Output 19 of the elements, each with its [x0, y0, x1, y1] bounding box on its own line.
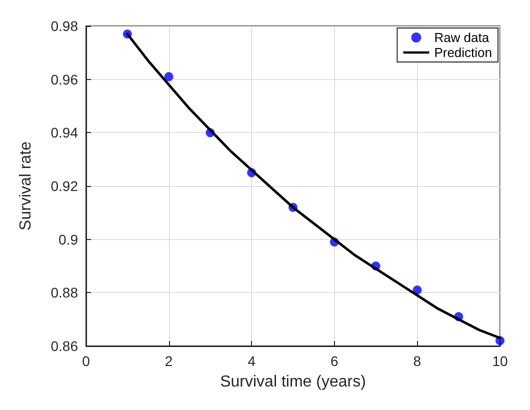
y-tick-label: 0.9 [58, 231, 78, 248]
y-tick-label: 0.94 [50, 124, 78, 141]
x-tick-label: 0 [82, 353, 90, 369]
point [164, 72, 174, 82]
x-tick-label: 2 [164, 353, 173, 369]
y-tick-label: 0.92 [50, 178, 78, 194]
x-axis-title: Survival time (years) [220, 374, 366, 390]
x-tick-label: 4 [248, 353, 256, 369]
legend-label: Raw data [434, 30, 490, 45]
x-tick-label: 6 [330, 353, 338, 369]
y-tick-label: 0.96 [50, 71, 78, 88]
y-tick-label: 0.88 [50, 284, 78, 301]
y-tick-label: 0.98 [50, 18, 78, 34]
y-tick-label: 0.86 [50, 338, 78, 354]
legend-label: Prediction [434, 45, 492, 60]
x-tick-label: 10 [492, 353, 508, 369]
x-tick-label: 8 [413, 353, 422, 369]
y-axis-title: Survival rate [18, 141, 34, 230]
point [412, 286, 422, 294]
